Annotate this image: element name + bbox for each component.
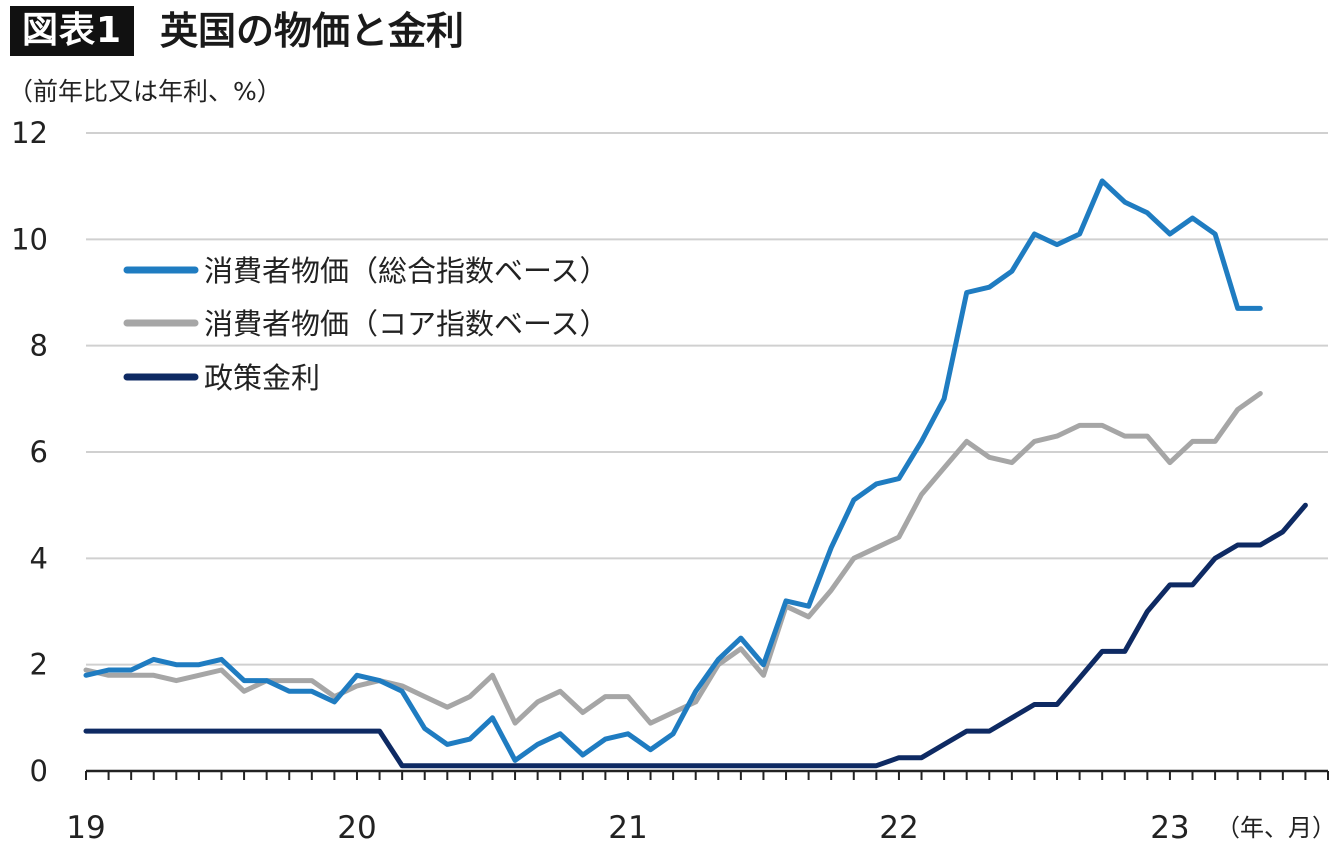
y-axis-unit-label: （前年比又は年利、%）: [8, 77, 282, 106]
y-tick-label: 8: [30, 329, 48, 363]
x-tick-label: 23: [1150, 810, 1189, 846]
series-line-2: [83, 502, 1308, 769]
x-tick-label: 21: [608, 810, 647, 846]
chart-title: 英国の物価と金利: [160, 9, 465, 53]
x-tick-label: 19: [66, 810, 105, 846]
figure-badge: 図表1: [10, 6, 135, 56]
legend-label: 消費者物価（総合指数ベース）: [204, 254, 609, 288]
y-tick-label: 2: [30, 648, 48, 682]
y-tick-label: 4: [30, 541, 48, 575]
x-tick-label: 22: [879, 810, 918, 846]
y-tick-label: 0: [30, 754, 48, 788]
grid-lines: [86, 132, 1328, 666]
x-axis: 19 20 21 22 23 （年、月）: [66, 769, 1336, 846]
legend-label: 消費者物価（コア指数ベース）: [204, 307, 609, 341]
chart-header: 図表1 英国の物価と金利: [0, 0, 1340, 62]
x-tick-label: 20: [337, 810, 376, 846]
legend-label: 政策金利: [204, 361, 320, 395]
series-lines: [83, 178, 1308, 769]
y-tick-label: 6: [30, 435, 48, 469]
y-axis-tick-labels: 0 2 4 6 8 10 12: [11, 116, 48, 788]
series-line-1: [83, 391, 1263, 726]
legend: 消費者物価（総合指数ベース） 消費者物価（コア指数ベース） 政策金利: [123, 254, 609, 395]
x-axis-unit-label: （年、月）: [1216, 814, 1336, 842]
series-line-0: [83, 178, 1263, 763]
y-tick-label: 12: [11, 116, 48, 150]
y-tick-label: 10: [11, 222, 48, 256]
